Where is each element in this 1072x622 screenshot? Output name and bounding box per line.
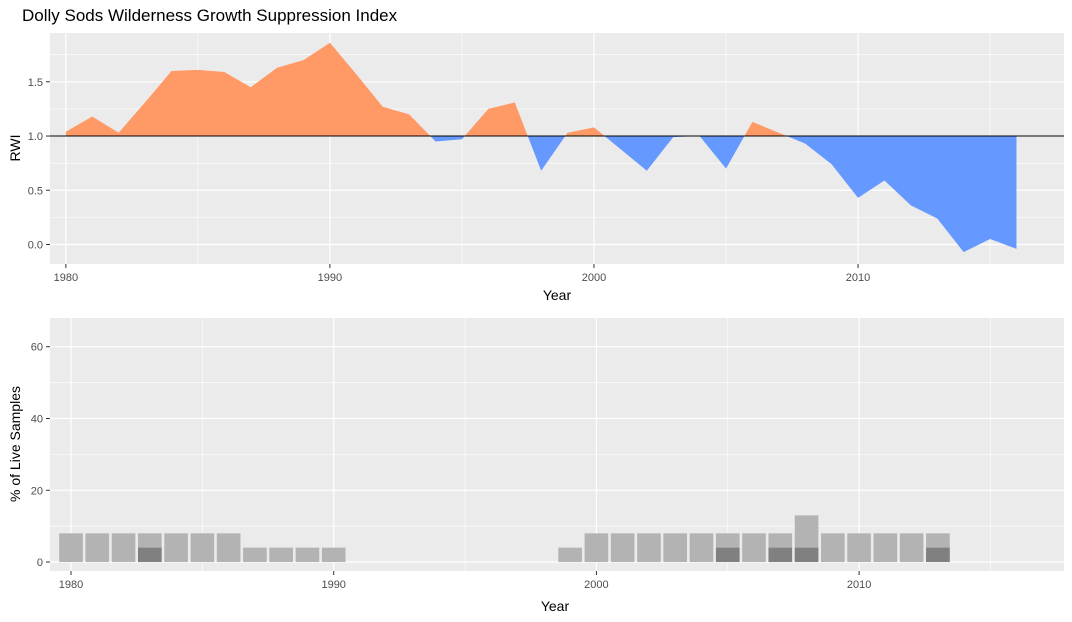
top-y-tick-label: 1.5 (28, 77, 43, 89)
bar-suppressed (926, 547, 950, 563)
bottom-x-tick-label: 1980 (59, 579, 83, 591)
bar-total (164, 533, 188, 563)
area-below-reference (786, 136, 1017, 253)
top-y-tick-label: 0.5 (28, 185, 43, 197)
bar-total (190, 533, 215, 563)
top-plot-panel: 0.0 0.5 1.0 1.5 1980 1990 2000 2010 Year RWI (7, 33, 1064, 303)
bottom-bar-series (59, 515, 950, 563)
bar-total (269, 547, 293, 563)
area-below-reference (430, 136, 465, 142)
bar-total (216, 533, 241, 563)
bottom-plot-panel: 0 20 40 60 1980 1990 2000 2010 Year % of Live … (7, 318, 1064, 614)
top-y-tick-label: 0.0 (28, 239, 43, 251)
bottom-panel-background (50, 318, 1064, 571)
top-x-tick-label: 2010 (846, 272, 870, 284)
top-area-series (65, 42, 1017, 253)
bar-total (243, 547, 267, 563)
top-x-ticks: 1980 1990 2000 2010 (54, 264, 870, 284)
bar-total (584, 533, 609, 563)
bar-total (689, 533, 714, 563)
chart-title: Dolly Sods Wilderness Growth Suppression… (22, 6, 398, 25)
bottom-y-tick-label: 40 (31, 413, 43, 425)
bar-suppressed (768, 547, 793, 563)
bar-suppressed (715, 547, 740, 563)
bar-total (899, 533, 924, 563)
bottom-y-tick-label: 60 (31, 342, 43, 354)
top-y-tick-label: 1.0 (28, 131, 43, 143)
bar-total (295, 547, 320, 563)
bar-suppressed (138, 547, 162, 563)
area-below-reference (699, 136, 745, 169)
area-below-reference (527, 136, 566, 171)
top-y-ticks: 0.0 0.5 1.0 1.5 (28, 77, 50, 251)
area-above-reference (744, 121, 787, 137)
bar-total (742, 533, 766, 563)
bottom-x-tick-label: 2010 (847, 579, 871, 591)
bottom-y-tick-label: 20 (31, 485, 43, 497)
top-x-axis-label: Year (543, 287, 572, 303)
bottom-x-axis-label: Year (541, 598, 570, 614)
area-above-reference (65, 42, 431, 137)
bar-total (59, 533, 83, 563)
bar-total (111, 533, 136, 563)
bar-total (873, 533, 898, 563)
area-above-reference (565, 127, 605, 137)
bar-total (663, 533, 688, 563)
bottom-x-ticks: 1980 1990 2000 2010 (59, 571, 871, 591)
top-y-axis-label: RWI (7, 135, 23, 162)
area-above-reference (464, 102, 528, 137)
area-below-reference (604, 136, 700, 171)
bottom-y-axis-label: % of Live Samples (7, 386, 23, 502)
bottom-x-tick-label: 2000 (584, 579, 608, 591)
bar-total (847, 533, 871, 563)
top-x-tick-label: 1980 (54, 272, 78, 284)
top-x-tick-label: 2000 (582, 272, 606, 284)
bottom-x-tick-label: 1990 (321, 579, 345, 591)
bar-total (637, 533, 661, 563)
bar-total (821, 533, 845, 563)
bottom-y-tick-label: 0 (37, 557, 43, 569)
bar-total (85, 533, 110, 563)
bar-total (610, 533, 635, 563)
bar-total (321, 547, 346, 563)
top-x-tick-label: 1990 (318, 272, 342, 284)
bottom-y-ticks: 0 20 40 60 (31, 342, 50, 569)
bar-total (558, 547, 582, 563)
bar-suppressed (794, 547, 819, 563)
